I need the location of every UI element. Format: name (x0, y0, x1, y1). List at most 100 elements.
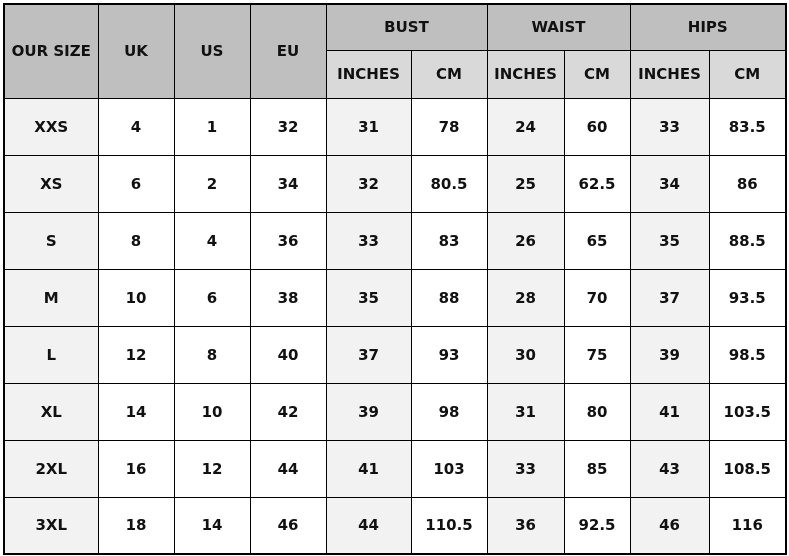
cell-bust-cm: 110.5 (410, 496, 488, 555)
cell-bust-cm: 83 (410, 211, 488, 270)
table-row: L 12 8 40 37 93 30 75 39 98.5 (3, 325, 787, 384)
cell-bust-cm: 88 (410, 268, 488, 327)
cell-bust-inches: 39 (325, 382, 412, 441)
cell-hips-inches: 34 (629, 154, 710, 213)
cell-bust-cm: 80.5 (410, 154, 488, 213)
cell-bust-cm: 93 (410, 325, 488, 384)
cell-our-size: XL (3, 382, 99, 441)
header-eu: EU (249, 3, 327, 99)
cell-eu: 46 (249, 496, 327, 555)
cell-our-size: XXS (3, 97, 99, 156)
header-hips-cm: CM (708, 49, 787, 99)
cell-bust-inches: 37 (325, 325, 412, 384)
cell-eu: 42 (249, 382, 327, 441)
cell-hips-cm: 93.5 (708, 268, 787, 327)
cell-uk: 16 (97, 439, 175, 498)
cell-eu: 34 (249, 154, 327, 213)
cell-us: 1 (173, 97, 251, 156)
cell-bust-cm: 103 (410, 439, 488, 498)
header-waist-inches: INCHES (486, 49, 565, 99)
cell-hips-inches: 35 (629, 211, 710, 270)
table-row: XS 6 2 34 32 80.5 25 62.5 34 86 (3, 154, 787, 213)
header-hips-inches: INCHES (629, 49, 710, 99)
cell-our-size: 3XL (3, 496, 99, 555)
cell-waist-inches: 31 (486, 382, 565, 441)
header-bust-cm: CM (410, 49, 488, 99)
cell-hips-cm: 88.5 (708, 211, 787, 270)
cell-our-size: L (3, 325, 99, 384)
cell-uk: 12 (97, 325, 175, 384)
size-chart-table: OUR SIZE UK US EU BUST WAIST HIPS INCHES… (3, 3, 787, 555)
cell-waist-inches: 28 (486, 268, 565, 327)
cell-uk: 18 (97, 496, 175, 555)
header-bust-inches: INCHES (325, 49, 412, 99)
header-uk: UK (97, 3, 175, 99)
cell-eu: 44 (249, 439, 327, 498)
cell-us: 10 (173, 382, 251, 441)
cell-waist-inches: 30 (486, 325, 565, 384)
cell-hips-inches: 33 (629, 97, 710, 156)
header-waist-cm: CM (563, 49, 631, 99)
cell-waist-cm: 60 (563, 97, 631, 156)
size-rows: XXS 4 1 32 31 78 24 60 33 83.5 XS 6 2 34 32 80.5 25 62.5 3… (3, 97, 787, 555)
table-row: M 10 6 38 35 88 28 70 37 93.5 (3, 268, 787, 327)
cell-bust-inches: 44 (325, 496, 412, 555)
cell-our-size: 2XL (3, 439, 99, 498)
cell-hips-cm: 83.5 (708, 97, 787, 156)
cell-our-size: S (3, 211, 99, 270)
cell-waist-cm: 62.5 (563, 154, 631, 213)
cell-hips-cm: 86 (708, 154, 787, 213)
table-row: S 8 4 36 33 83 26 65 35 88.5 (3, 211, 787, 270)
header-us: US (173, 3, 251, 99)
cell-hips-inches: 46 (629, 496, 710, 555)
cell-uk: 6 (97, 154, 175, 213)
table-row: XL 14 10 42 39 98 31 80 41 103.5 (3, 382, 787, 441)
cell-waist-inches: 36 (486, 496, 565, 555)
cell-waist-cm: 92.5 (563, 496, 631, 555)
cell-eu: 36 (249, 211, 327, 270)
header-waist: WAIST (486, 3, 631, 51)
cell-waist-cm: 80 (563, 382, 631, 441)
table-row: XXS 4 1 32 31 78 24 60 33 83.5 (3, 97, 787, 156)
cell-waist-inches: 24 (486, 97, 565, 156)
cell-us: 12 (173, 439, 251, 498)
cell-bust-inches: 33 (325, 211, 412, 270)
table-row: 2XL 16 12 44 41 103 33 85 43 108.5 (3, 439, 787, 498)
cell-uk: 4 (97, 97, 175, 156)
cell-eu: 40 (249, 325, 327, 384)
cell-eu: 38 (249, 268, 327, 327)
cell-us: 4 (173, 211, 251, 270)
cell-uk: 8 (97, 211, 175, 270)
header-bust: BUST (325, 3, 488, 51)
cell-bust-cm: 78 (410, 97, 488, 156)
cell-us: 14 (173, 496, 251, 555)
cell-uk: 10 (97, 268, 175, 327)
cell-eu: 32 (249, 97, 327, 156)
table-row: 3XL 18 14 46 44 110.5 36 92.5 46 116 (3, 496, 787, 555)
cell-bust-inches: 41 (325, 439, 412, 498)
header-our-size: OUR SIZE (3, 3, 99, 99)
cell-waist-cm: 85 (563, 439, 631, 498)
cell-waist-cm: 70 (563, 268, 631, 327)
cell-our-size: M (3, 268, 99, 327)
cell-uk: 14 (97, 382, 175, 441)
header-hips: HIPS (629, 3, 787, 51)
cell-waist-inches: 26 (486, 211, 565, 270)
cell-us: 6 (173, 268, 251, 327)
cell-bust-inches: 32 (325, 154, 412, 213)
cell-us: 8 (173, 325, 251, 384)
cell-our-size: XS (3, 154, 99, 213)
cell-bust-inches: 31 (325, 97, 412, 156)
cell-waist-cm: 65 (563, 211, 631, 270)
cell-us: 2 (173, 154, 251, 213)
cell-bust-inches: 35 (325, 268, 412, 327)
cell-hips-inches: 41 (629, 382, 710, 441)
cell-bust-cm: 98 (410, 382, 488, 441)
cell-waist-cm: 75 (563, 325, 631, 384)
cell-hips-inches: 39 (629, 325, 710, 384)
cell-waist-inches: 25 (486, 154, 565, 213)
cell-hips-cm: 103.5 (708, 382, 787, 441)
cell-hips-inches: 37 (629, 268, 710, 327)
cell-waist-inches: 33 (486, 439, 565, 498)
cell-hips-cm: 116 (708, 496, 787, 555)
